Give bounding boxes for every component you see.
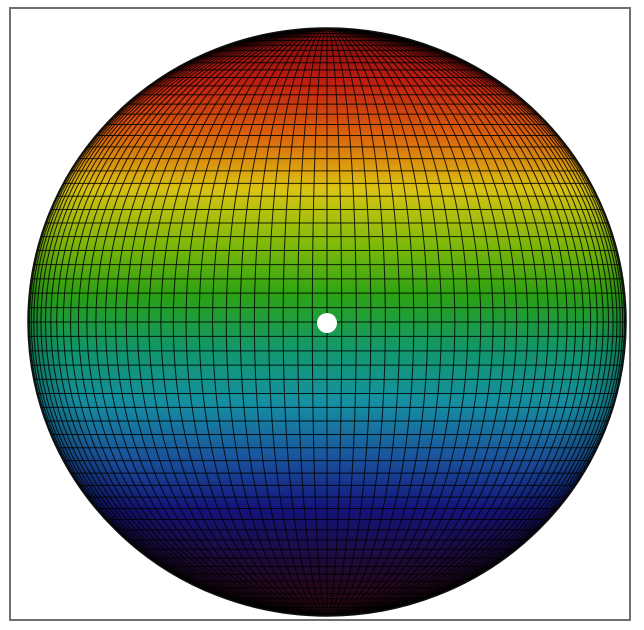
center-marker <box>317 313 337 333</box>
